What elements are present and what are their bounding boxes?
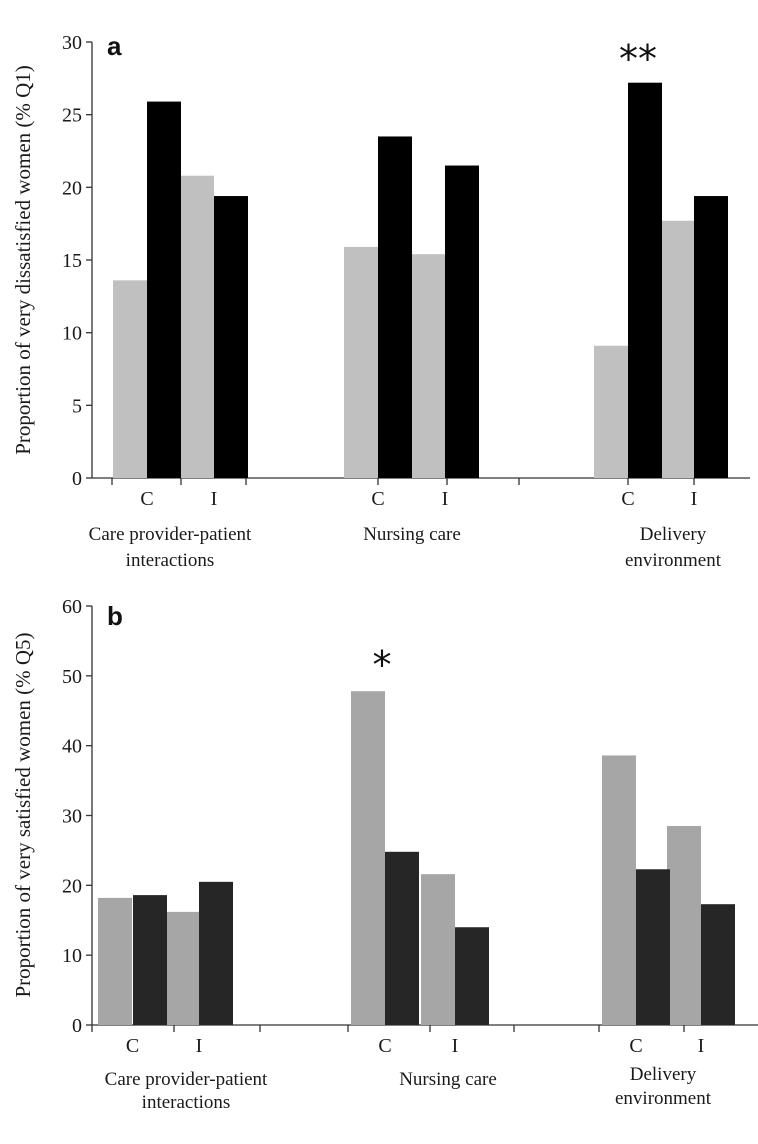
bar-series2-4	[628, 82, 662, 479]
panel-letter: a	[107, 31, 122, 61]
category-label: I	[452, 1035, 459, 1057]
bar-series2-5	[701, 904, 735, 1025]
bar-series2-4	[636, 869, 670, 1025]
y-axis-title: Proportion of very satisfied women (% Q5…	[11, 632, 35, 997]
y-tick-label: 30	[62, 806, 82, 828]
bar-series2-2	[385, 851, 419, 1025]
category-label: C	[621, 488, 634, 510]
bar-series1-2	[351, 691, 385, 1025]
y-tick-label: 20	[62, 875, 82, 897]
bar-series2-0	[133, 895, 167, 1025]
y-tick-label: 25	[62, 105, 82, 127]
bar-series2-5	[694, 196, 728, 478]
y-tick-label: 10	[62, 323, 82, 345]
y-tick-label: 20	[62, 177, 82, 199]
y-tick-label: 5	[72, 395, 82, 417]
bar-series1-0	[98, 897, 132, 1025]
category-label: C	[629, 1035, 642, 1057]
group-label: Nursing care	[363, 524, 461, 545]
category-label: C	[140, 488, 153, 510]
y-tick-label: 40	[62, 736, 82, 758]
category-label: I	[691, 488, 698, 510]
panel-letter: b	[107, 601, 123, 631]
category-label: I	[698, 1035, 705, 1057]
bar-series1-5	[667, 825, 701, 1025]
bar-series1-4	[602, 755, 636, 1025]
y-tick-label: 0	[72, 1015, 82, 1037]
y-tick-label: 60	[62, 596, 82, 618]
category-label: C	[126, 1035, 139, 1057]
category-label: I	[196, 1035, 203, 1057]
group-label: interactions	[142, 1092, 231, 1113]
bar-series1-2	[344, 246, 378, 478]
group-label: environment	[615, 1088, 712, 1109]
y-tick-label: 50	[62, 666, 82, 688]
panel-b: 0 10 20 30 40 50 60 C I C I C I Care provider-patient…	[11, 596, 758, 1113]
bar-series1-4	[594, 345, 628, 478]
y-tick-label: 30	[62, 32, 82, 54]
group-label: interactions	[126, 550, 215, 571]
bar-series1-5	[660, 220, 694, 478]
group-label: Nursing care	[399, 1069, 497, 1090]
category-label: I	[211, 488, 218, 510]
panel-a: 0 5 10 15 20 25 30 C I C I C I Care provider-patient i…	[11, 31, 750, 571]
y-tick-label: 0	[72, 468, 82, 490]
bar-series2-1	[214, 196, 248, 478]
category-label: C	[378, 1035, 391, 1057]
group-label: environment	[625, 550, 722, 571]
group-label: Care provider-patient	[89, 524, 252, 545]
category-label: C	[371, 488, 384, 510]
bar-series2-3	[445, 165, 479, 479]
significance-marker: **	[619, 37, 657, 81]
bar-series2-2	[378, 136, 412, 478]
bar-series1-1	[180, 175, 214, 478]
bar-series1-3	[421, 874, 455, 1025]
bar-series2-0	[147, 101, 181, 478]
bar-series2-3	[455, 927, 489, 1025]
y-tick-label: 10	[62, 945, 82, 967]
bar-series1-3	[411, 254, 445, 478]
category-label: I	[442, 488, 449, 510]
y-axis-title: Proportion of very dissatisfied women (%…	[11, 65, 35, 455]
significance-marker: *	[373, 643, 392, 687]
group-label: Delivery	[640, 524, 707, 545]
group-label: Delivery	[630, 1064, 697, 1085]
bar-series1-1	[165, 911, 199, 1025]
bar-series1-0	[113, 280, 147, 478]
y-tick-label: 15	[62, 250, 82, 272]
bar-series2-1	[199, 881, 233, 1025]
group-label: Care provider-patient	[105, 1069, 268, 1090]
